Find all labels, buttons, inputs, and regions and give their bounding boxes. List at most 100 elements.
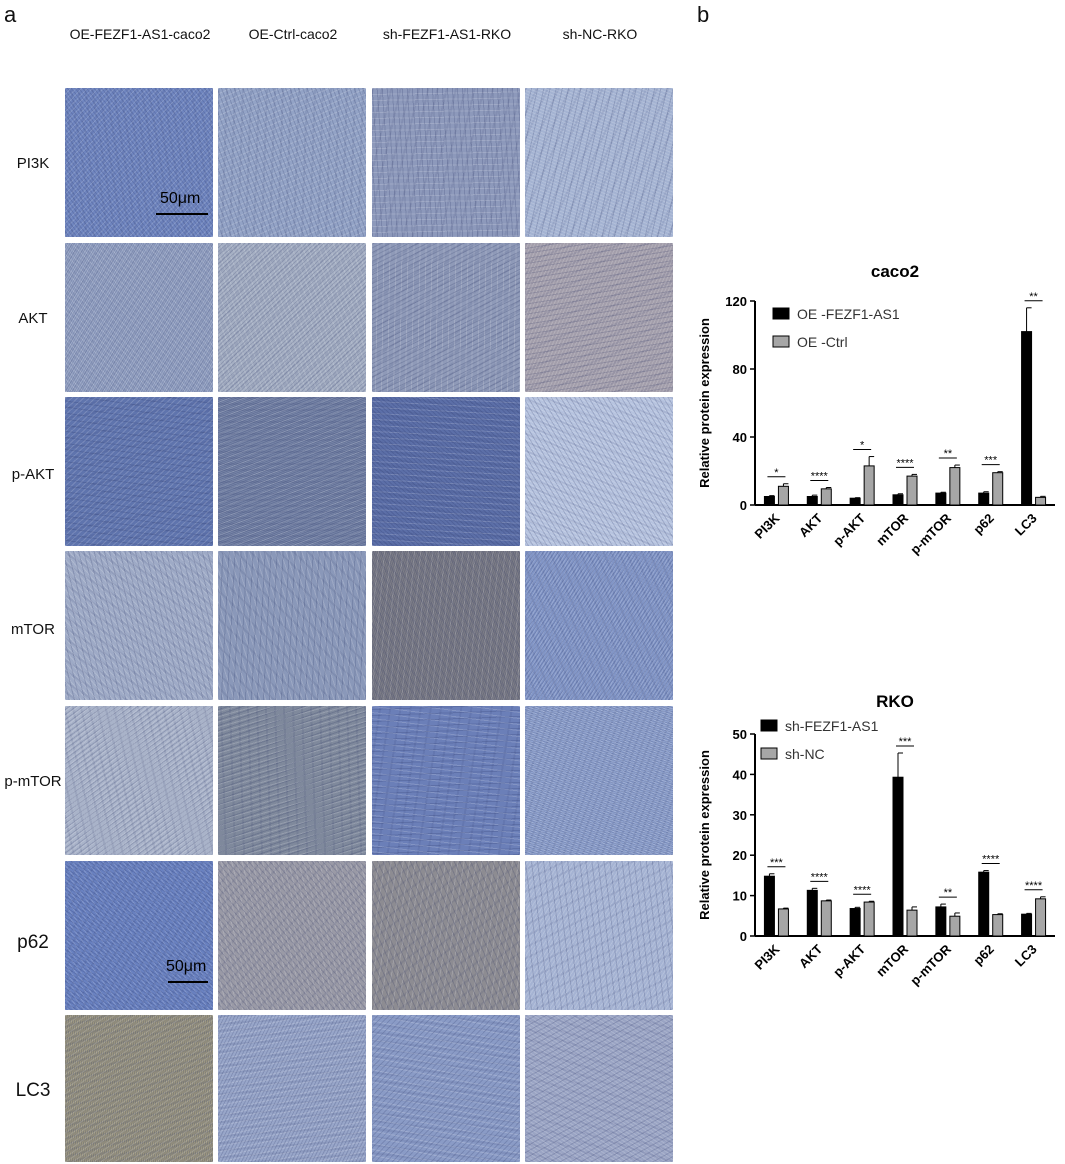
y-tick-label: 50	[733, 727, 747, 742]
ihc-micrograph-pi3k-2	[218, 88, 366, 237]
ihc-micrograph-p-mtor-2	[218, 706, 366, 855]
rko-bar-chart: RKO Relative protein expression 0 10 20 30 40 5…	[697, 692, 1055, 988]
panel-a-label: a	[4, 2, 17, 27]
x-tick-label: p62	[970, 511, 996, 537]
scale-bar-bottom	[168, 981, 208, 983]
bar-primary	[1021, 913, 1033, 937]
ihc-micrograph-p-akt-3	[372, 397, 520, 546]
ihc-micrograph-mtor-3	[372, 551, 520, 700]
legend-swatch	[760, 719, 778, 732]
significance-marker: ***	[770, 857, 784, 869]
scale-bar-label-top: 50μm	[160, 190, 201, 207]
row-label-p62: p62	[17, 932, 49, 953]
significance-marker: *	[860, 440, 865, 452]
column-header-oe-ctrl-caco2: OE-Ctrl-caco2	[248, 26, 338, 42]
x-tick-label: PI3K	[752, 941, 783, 972]
row-label-p-mtor: p-mTOR	[4, 773, 62, 790]
x-tick-label: LC3	[1012, 942, 1040, 970]
bar-primary	[1021, 331, 1033, 506]
ihc-micrograph-p-mtor-4	[525, 706, 673, 855]
bar-secondary	[1035, 496, 1047, 506]
ihc-micrograph-p-akt-1	[65, 397, 213, 546]
scale-bar-label-bottom: 50μm	[166, 958, 207, 975]
bar-secondary	[949, 915, 961, 937]
bar-secondary	[820, 488, 832, 506]
ihc-micrograph-p62-2	[218, 861, 366, 1010]
significance-marker: ***	[984, 455, 998, 467]
bar-primary	[892, 494, 904, 506]
ihc-micrograph-p-akt-2	[218, 397, 366, 546]
bar-secondary	[1035, 898, 1047, 937]
bar-secondary	[863, 901, 875, 937]
significance-marker: **	[1029, 291, 1038, 303]
bar-primary	[935, 906, 947, 937]
x-tick-label: mTOR	[873, 941, 911, 979]
ihc-micrograph-lc3-4	[525, 1015, 673, 1162]
y-tick-label: 40	[733, 767, 747, 782]
row-label-lc3: LC3	[15, 1080, 51, 1101]
y-tick-label: 120	[725, 294, 747, 309]
column-header-oe-fezf1-caco2: OE-FEZF1-AS1-caco2	[69, 26, 211, 42]
ihc-micrograph-p-mtor-3	[372, 706, 520, 855]
ihc-micrograph-mtor-2	[218, 551, 366, 700]
x-tick-label: p62	[970, 942, 996, 968]
y-tick-label: 20	[733, 848, 747, 863]
ihc-micrograph-p-mtor-1	[65, 706, 213, 855]
x-tick-label: mTOR	[873, 510, 911, 548]
ihc-micrograph-pi3k-1	[65, 88, 213, 237]
ihc-micrograph-akt-1	[65, 243, 213, 392]
legend-label: OE -FEZF1-AS1	[797, 306, 900, 322]
column-header-sh-nc-rko: sh-NC-RKO	[562, 26, 638, 42]
y-tick-label: 0	[740, 929, 747, 944]
ihc-micrograph-akt-2	[218, 243, 366, 392]
ihc-micrograph-lc3-2	[218, 1015, 366, 1162]
y-tick-label: 10	[733, 889, 747, 904]
significance-marker: ****	[896, 457, 914, 469]
row-label-mtor: mTOR	[11, 621, 55, 638]
x-tick-label: AKT	[796, 510, 826, 540]
caco2-bar-chart: caco2 Relative protein expression 0 40 80 120…	[697, 262, 1055, 557]
panel-b-label: b	[697, 2, 710, 27]
bar-secondary	[820, 900, 832, 937]
significance-marker: **	[944, 887, 953, 899]
bar-secondary	[906, 475, 918, 506]
bar-primary	[806, 496, 818, 506]
significance-marker: **	[944, 448, 953, 460]
y-tick-label: 80	[733, 362, 747, 377]
legend-swatch	[772, 307, 790, 320]
ihc-micrograph-pi3k-4	[525, 88, 673, 237]
legend-label: sh-NC	[785, 746, 825, 762]
x-tick-label: p-mTOR	[907, 510, 954, 557]
bar-primary	[849, 497, 861, 506]
bar-primary	[978, 871, 990, 937]
legend-swatch	[760, 747, 778, 760]
legend-label: OE -Ctrl	[797, 334, 848, 350]
ihc-micrograph-akt-3	[372, 243, 520, 392]
bar-secondary	[777, 908, 789, 937]
ihc-micrograph-mtor-1	[65, 551, 213, 700]
row-label-p-akt: p-AKT	[11, 466, 55, 483]
y-axis-label: Relative protein expression	[697, 318, 712, 488]
ihc-micrograph-p62-4	[525, 861, 673, 1010]
ihc-micrograph-p62-1	[65, 861, 213, 1010]
ihc-micrograph-p-akt-4	[525, 397, 673, 546]
ihc-micrograph-lc3-3	[372, 1015, 520, 1162]
y-tick-label: 30	[733, 808, 747, 823]
column-header-sh-fezf1-rko: sh-FEZF1-AS1-RKO	[382, 26, 512, 42]
x-tick-label: LC3	[1012, 511, 1040, 539]
row-label-pi3k: PI3K	[16, 155, 50, 172]
y-tick-label: 40	[733, 430, 747, 445]
ihc-micrograph-mtor-4	[525, 551, 673, 700]
x-tick-label: p-AKT	[830, 941, 868, 979]
chart-title: caco2	[871, 262, 919, 281]
chart-title: RKO	[876, 692, 914, 711]
row-label-akt: AKT	[18, 310, 48, 327]
ihc-micrograph-akt-4	[525, 243, 673, 392]
bar-secondary	[906, 909, 918, 937]
x-tick-label: AKT	[796, 941, 826, 971]
bar-secondary	[777, 485, 789, 506]
scale-bar-top	[156, 213, 208, 215]
bar-secondary	[992, 914, 1004, 937]
bar-primary	[978, 492, 990, 506]
ihc-micrograph-p62-3	[372, 861, 520, 1010]
